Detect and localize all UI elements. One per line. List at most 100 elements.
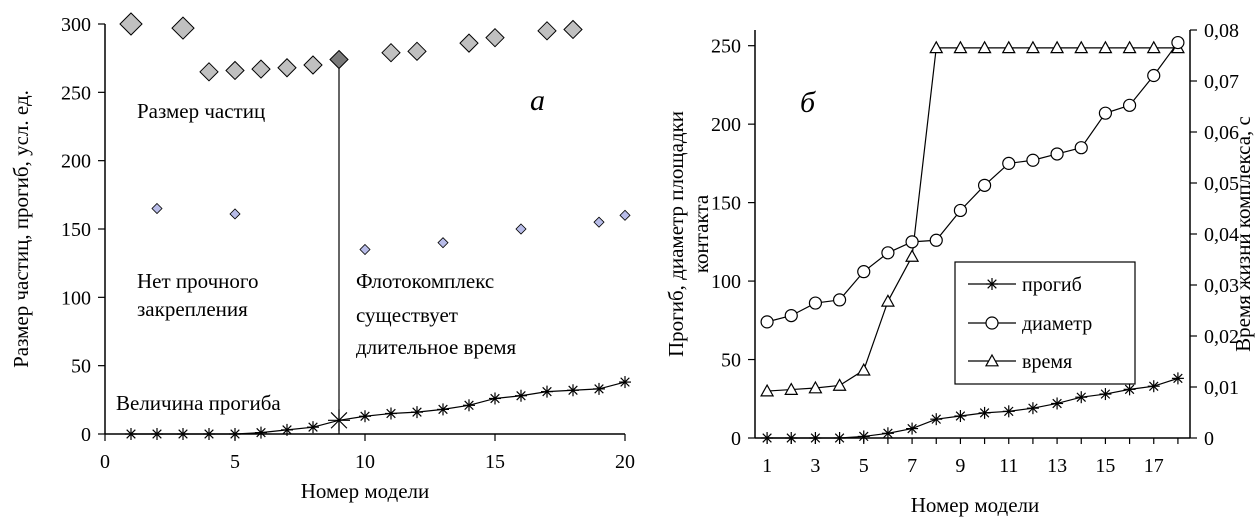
panel-b-diameter-point [1147,68,1161,83]
panel-b-diameter-point [1122,98,1137,112]
panel-b-right-tick-label: 0,02 [1204,326,1239,348]
panel-a-deflection-point [151,428,163,440]
legend-label-diameter: диаметр [1022,313,1092,335]
legend-label-time: время [1022,351,1072,373]
panel-b-diameter-point [1074,141,1088,155]
panel-a-small-diamond [619,209,631,221]
panel-a-deflection-point [307,421,319,434]
legend-star-marker [986,278,998,290]
panel-a-x-tick-label: 10 [355,451,375,473]
panel-b-x-tick-label: 1 [762,455,772,477]
panel-a-large-diamond [303,55,323,75]
panel-b-deflection-point [954,410,967,423]
panel-a-large-diamond [329,49,349,70]
panel-b-diameter-point [832,293,847,307]
annotation-flotation-2: существует [356,303,458,327]
panel-b-time-point [1146,40,1161,54]
panel-b-deflection-point [1026,402,1039,415]
panel-a-y-tick-label: 300 [61,14,91,36]
panel-a-deflection-point [203,428,215,440]
panel-a-deflection-point [593,382,605,395]
panel-a-y-label: Размер частиц, прогиб, усл. ед. [9,90,33,368]
panel-b-diameter-point [784,309,798,323]
panel-b-right-tick-label: 0,07 [1204,71,1239,93]
panel-a-large-diamond [225,60,245,81]
panel-a-letter: а [530,84,545,117]
panel-b-deflection-point [761,432,774,444]
panel-a-deflection-point [411,406,423,419]
panel-b-right-tick-label: 0,06 [1204,122,1239,144]
annotation-flotation-3: длительное время [356,335,517,359]
panel-b-y-tick-label: 100 [711,271,741,293]
panel-a-large-diamond [199,62,219,82]
panel-b-diameter-point [1026,153,1040,167]
panel-b-time-point [1122,40,1137,54]
panel-b-time-point [905,249,920,262]
panel-b-deflection-point [1147,380,1160,393]
panel-b-time-point [1074,40,1089,54]
panel-a-deflection-point [489,392,501,405]
panel-b-diameter-point [953,203,968,218]
panel-a-small-diamond [437,237,449,249]
panel-a-y-tick-label: 150 [61,219,91,241]
panel-a-deflection-point [541,385,553,398]
panel-b-y-tick-label: 0 [731,428,741,450]
panel-b-y-tick-label: 50 [721,350,741,372]
panel-b-deflection-point [930,413,943,426]
panel-a-y-tick-label: 50 [71,356,91,378]
panel-b-time-point [977,40,992,54]
panel-b-diameter-point [760,315,774,329]
annotation-deflection: Величина прогиба [116,391,281,415]
panel-a-x-tick-label: 5 [230,451,240,473]
panel-b-y-tick-label: 200 [711,114,741,136]
panel-a-y-tick-label: 250 [61,82,91,104]
panel-b-time-point [784,382,799,395]
panel-a-x-tick-label: 15 [485,451,505,473]
panel-a-deflection-point [229,428,241,440]
panel-b-diameter-point [1171,35,1185,50]
panel-b-y-tick-label: 150 [711,193,741,215]
panel-b-diameter-point [929,233,943,247]
panel-b-ticks: 1 3 5 7 9 11 13 15 1705010015020025000,010,020,0… [711,20,1239,477]
panel-b-time-point [1050,40,1065,54]
panel-a-large-diamond [119,12,143,36]
annotation-no-fixation-1: Нет прочного [137,269,259,293]
panel-a-large-diamond [459,33,479,53]
panel-b-deflection-point [1099,388,1112,401]
panel-a-large-diamond [251,59,271,79]
annotation-particle-size: Размер частиц [137,99,265,123]
panel-a-deflection-point [125,428,137,440]
panel-b-x-label: Номер модели [911,493,1040,517]
panel-b-x-tick-label: 11 [999,455,1018,477]
panel-a-marks [119,12,631,440]
panel-a-deflection-point [177,428,189,440]
panel-b-diameter-point [857,265,871,279]
legend-triangle-marker [984,353,1000,367]
annotation-flotation-1: Флотокомплекс [356,269,494,293]
panel-a-small-diamond [593,216,605,228]
panel-a-deflection-point [567,384,579,397]
panel-b-deflection-point [978,406,991,419]
panel-a-large-diamond [563,19,583,40]
panel-a-y-tick-label: 0 [81,424,91,446]
panel-a-small-diamond [151,202,163,215]
panel-b-y-label-line2: контакта [689,194,713,273]
panel-b-x-tick-label: 17 [1144,455,1164,477]
panel-a-x-tick-label: 20 [615,451,635,473]
panel-b-time-point [953,40,968,54]
panel-b-diameter-point [881,246,895,260]
panel-b-diameter-point [1050,147,1064,161]
panel-a-small-diamond [229,208,241,220]
panel-b-deflection-point [1051,397,1064,410]
panel-b-letter: б [800,86,816,119]
panel-a-y-tick-label: 100 [61,287,91,309]
panel-b-deflection-point [1171,372,1184,385]
panel-b-deflection-point [809,432,822,444]
panel-b-marks [760,35,1185,444]
panel-b-right-tick-label: 0,08 [1204,20,1239,42]
panel-b-deflection-point [1002,405,1015,418]
panel-b-x-tick-label: 7 [907,455,917,477]
panel-b-time-point [1001,40,1016,54]
